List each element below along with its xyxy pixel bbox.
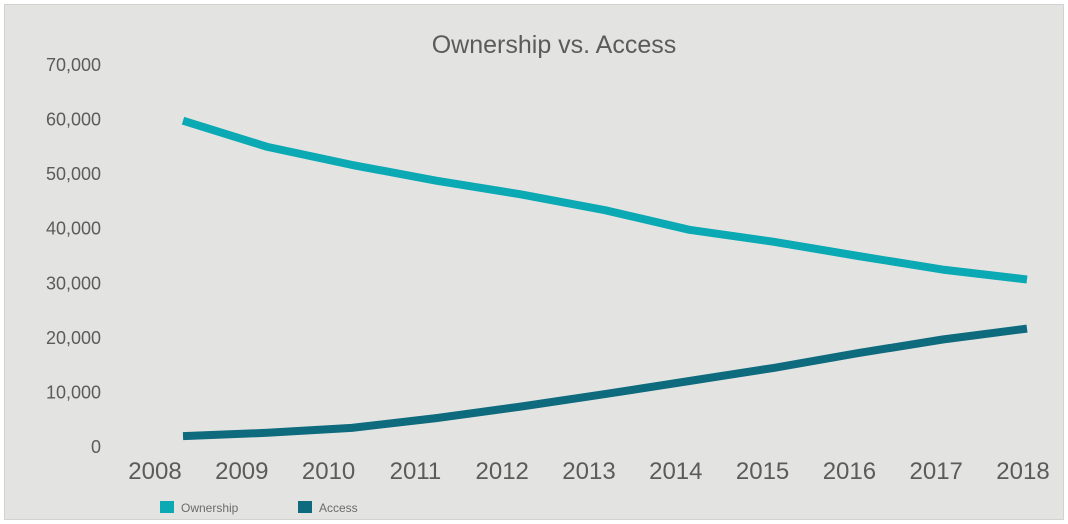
x-tick-label: 2017 xyxy=(910,458,963,485)
x-tick-label: 2009 xyxy=(215,458,268,485)
x-tick-label: 2012 xyxy=(476,458,529,485)
legend: Ownership Access xyxy=(160,501,358,515)
legend-label-ownership: Ownership xyxy=(181,501,239,515)
legend-swatch-access xyxy=(298,501,312,513)
y-tick-label: 30,000 xyxy=(46,273,101,293)
x-tick-label: 2015 xyxy=(736,458,789,485)
x-axis-tick-labels: 2008 2009 2010 2011 2012 2013 2014 2015 2016 2017… xyxy=(128,458,1049,485)
series-lines xyxy=(181,116,1028,441)
series-line-ownership xyxy=(181,116,1028,284)
y-tick-label: 20,000 xyxy=(46,328,101,348)
y-tick-label: 60,000 xyxy=(46,110,101,130)
series-line-access xyxy=(182,324,1028,441)
x-tick-label: 2013 xyxy=(562,458,615,485)
x-tick-label: 2010 xyxy=(302,458,355,485)
y-tick-label: 50,000 xyxy=(46,164,101,184)
y-tick-label: 0 xyxy=(91,437,101,457)
y-tick-label: 40,000 xyxy=(46,219,101,239)
legend-label-access: Access xyxy=(319,501,358,515)
x-tick-label: 2011 xyxy=(390,458,442,485)
x-tick-label: 2014 xyxy=(649,458,702,485)
x-tick-label: 2016 xyxy=(823,458,876,485)
x-tick-label: 2018 xyxy=(996,458,1049,485)
y-axis-tick-labels: 0 10,000 20,000 30,000 40,000 50,000 60,000 70,… xyxy=(46,55,101,457)
y-tick-label: 70,000 xyxy=(46,55,101,75)
x-tick-label: 2008 xyxy=(128,458,181,485)
y-tick-label: 10,000 xyxy=(46,382,101,402)
legend-swatch-ownership xyxy=(160,501,174,513)
chart-title: Ownership vs. Access xyxy=(432,31,677,59)
